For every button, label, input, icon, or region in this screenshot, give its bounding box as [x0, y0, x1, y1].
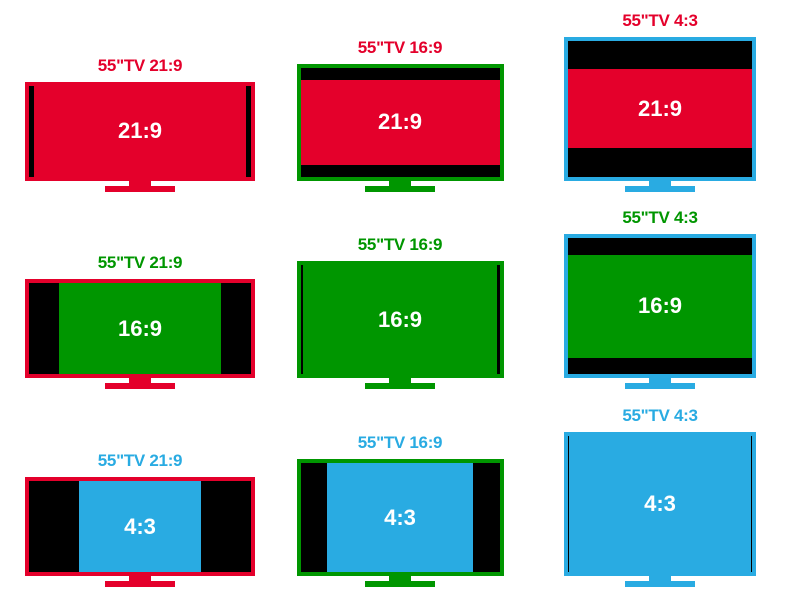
tv-title: 55"TV 16:9 [358, 433, 442, 453]
content-aspect-label: 4:3 [644, 491, 676, 517]
tv-content: 4:3 [569, 436, 750, 572]
tv-content: 4:3 [327, 463, 472, 572]
tv: 4:3 [297, 459, 504, 587]
tv-content: 16:9 [568, 255, 752, 359]
tv-title: 55"TV 4:3 [622, 11, 697, 31]
tv-bezel: 21:9 [564, 37, 756, 181]
tv-content: 21:9 [34, 86, 246, 177]
tv: 4:3 [564, 432, 756, 587]
tv-stand [625, 575, 695, 587]
content-aspect-label: 21:9 [378, 109, 422, 135]
tv-stand-base [625, 383, 695, 389]
tv-bezel: 4:3 [564, 432, 756, 576]
tv-cell: 55"TV 21:9 4:3 [20, 403, 260, 587]
tv-content: 21:9 [568, 69, 752, 148]
tv-title: 55"TV 21:9 [98, 56, 182, 76]
tv: 16:9 [564, 234, 756, 389]
tv: 16:9 [25, 279, 255, 389]
tv-stand-base [365, 581, 435, 587]
tv-content: 16:9 [303, 265, 497, 374]
content-aspect-label: 4:3 [384, 505, 416, 531]
tv-title: 55"TV 16:9 [358, 38, 442, 58]
tv-stand [105, 575, 175, 587]
tv-stand-base [365, 383, 435, 389]
tv-content: 21:9 [301, 80, 500, 165]
tv-bezel: 4:3 [25, 477, 255, 576]
tv-cell: 55"TV 16:9 4:3 [280, 403, 520, 587]
tv-stand-base [625, 581, 695, 587]
tv-cell: 55"TV 21:9 16:9 [20, 206, 260, 390]
tv-bezel: 21:9 [297, 64, 504, 181]
tv-content: 4:3 [79, 481, 200, 572]
tv-cell: 55"TV 21:9 21:9 [20, 8, 260, 192]
tv-bezel: 21:9 [25, 82, 255, 181]
tv-stand [105, 180, 175, 192]
tv-stand-base [625, 186, 695, 192]
tv-cell: 55"TV 16:9 21:9 [280, 8, 520, 192]
content-aspect-label: 16:9 [378, 307, 422, 333]
tv-cell: 55"TV 16:9 16:9 [280, 206, 520, 390]
tv-title: 55"TV 4:3 [622, 208, 697, 228]
tv: 16:9 [297, 261, 504, 389]
content-aspect-label: 21:9 [118, 118, 162, 144]
tv-title: 55"TV 16:9 [358, 235, 442, 255]
tv: 21:9 [25, 82, 255, 192]
tv-stand [625, 180, 695, 192]
tv-content: 16:9 [59, 283, 221, 374]
tv-title: 55"TV 21:9 [98, 451, 182, 471]
content-aspect-label: 4:3 [124, 514, 156, 540]
tv-bezel: 4:3 [297, 459, 504, 576]
content-aspect-label: 16:9 [118, 316, 162, 342]
tv-stand [365, 377, 435, 389]
tv: 21:9 [564, 37, 756, 192]
tv-cell: 55"TV 4:3 4:3 [540, 403, 780, 587]
tv-title: 55"TV 21:9 [98, 253, 182, 273]
tv-cell: 55"TV 4:3 21:9 [540, 8, 780, 192]
tv-stand [625, 377, 695, 389]
tv-cell: 55"TV 4:3 16:9 [540, 206, 780, 390]
tv-aspect-grid: 55"TV 21:9 21:9 55"TV 16:9 21:9 55"TV 4:3 21:… [0, 0, 800, 603]
tv: 21:9 [297, 64, 504, 192]
tv-stand-base [105, 383, 175, 389]
content-aspect-label: 21:9 [638, 96, 682, 122]
tv-title: 55"TV 4:3 [622, 406, 697, 426]
tv: 4:3 [25, 477, 255, 587]
tv-stand [365, 575, 435, 587]
tv-bezel: 16:9 [25, 279, 255, 378]
tv-bezel: 16:9 [564, 234, 756, 378]
content-aspect-label: 16:9 [638, 293, 682, 319]
tv-stand-base [365, 186, 435, 192]
tv-stand-base [105, 581, 175, 587]
tv-stand-base [105, 186, 175, 192]
tv-stand [105, 377, 175, 389]
tv-bezel: 16:9 [297, 261, 504, 378]
tv-stand [365, 180, 435, 192]
